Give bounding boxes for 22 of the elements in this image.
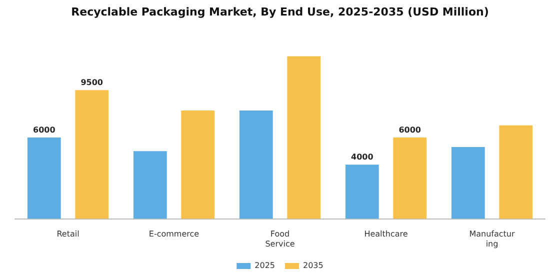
bar <box>499 125 533 219</box>
legend-label: 2035 <box>303 261 324 270</box>
bar <box>27 138 61 219</box>
data-label: 6000 <box>33 126 56 135</box>
x-tick-label: E-commerce <box>148 230 200 239</box>
data-label: 4000 <box>351 152 374 162</box>
x-tick-label: Healthcare <box>364 230 408 239</box>
bar <box>181 110 215 219</box>
legend-label: 2025 <box>254 261 275 270</box>
bar <box>451 147 485 219</box>
x-tick-label: Food Service <box>265 230 295 248</box>
bar <box>75 90 109 219</box>
data-label: 6000 <box>398 126 422 135</box>
x-tick-label: Manufacturing <box>469 230 516 248</box>
bar <box>393 138 427 219</box>
bar <box>239 110 273 219</box>
bar <box>133 151 167 219</box>
x-tick-label: Retail <box>56 230 80 239</box>
data-label: 9500 <box>80 78 104 88</box>
bar <box>287 56 321 219</box>
bar <box>345 164 379 219</box>
chart-title: Recyclable Packaging Market, By End Use, 2025-2035 (USD Million) <box>71 5 489 18</box>
